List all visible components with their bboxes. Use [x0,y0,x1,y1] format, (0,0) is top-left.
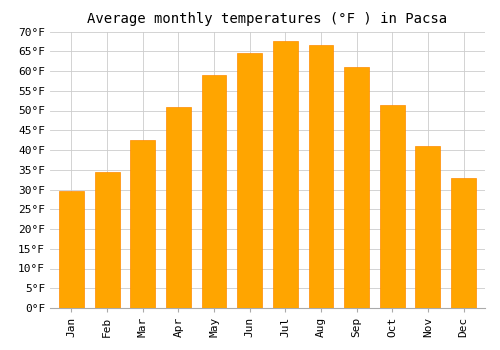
Bar [130,140,155,308]
Title: Average monthly temperatures (°F ) in Pacsa: Average monthly temperatures (°F ) in Pa… [88,12,448,26]
Bar [380,105,405,308]
Bar [416,146,440,308]
Bar [166,106,191,308]
Bar [59,191,84,308]
Bar [202,75,226,308]
Bar [344,67,369,308]
Bar [237,53,262,308]
Bar [451,178,476,308]
Bar [308,46,334,308]
Bar [94,172,120,308]
Bar [273,41,298,308]
